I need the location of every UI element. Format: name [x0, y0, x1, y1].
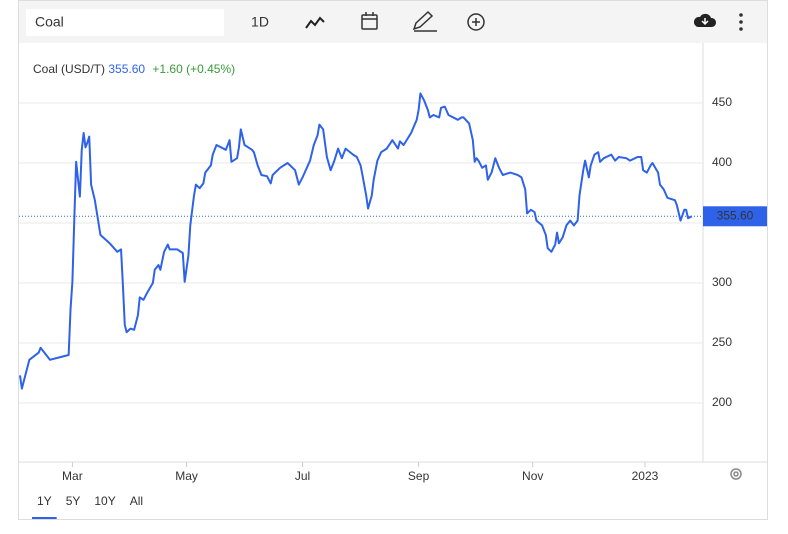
menu-icon[interactable]	[739, 13, 743, 31]
search-box[interactable]	[26, 9, 224, 36]
header-name: Coal (USD/T) 355.60 +1.60 (+0.45%)	[33, 62, 235, 76]
x-tick-label: May	[175, 469, 198, 483]
calendar-icon[interactable]	[361, 12, 378, 30]
x-tick-label: Nov	[522, 469, 543, 483]
y-tick-label: 450	[712, 95, 732, 109]
x-tick-label: Jul	[295, 469, 310, 483]
y-tick-label: 200	[712, 395, 732, 409]
range-button[interactable]: All	[130, 494, 143, 508]
x-tick-label: Mar	[62, 469, 83, 483]
search-text: Coal	[35, 14, 64, 30]
last-price-box	[703, 206, 767, 227]
draw-icon[interactable]	[412, 10, 437, 32]
compare-icon[interactable]	[467, 13, 485, 31]
y-tick-label: 250	[712, 335, 732, 349]
x-tick-label: Sep	[408, 469, 430, 483]
download-icon[interactable]	[693, 13, 717, 27]
range-button[interactable]: 5Y	[66, 494, 81, 508]
range-button[interactable]: 1Y	[37, 494, 52, 508]
y-tick-label: 300	[712, 275, 732, 289]
y-tick-label: 400	[712, 155, 732, 169]
chart-type-icon[interactable]	[305, 16, 325, 29]
price-line	[19, 92, 693, 390]
range-button[interactable]: 10Y	[94, 494, 115, 508]
interval-button[interactable]: 1D	[251, 14, 269, 30]
settings-icon[interactable]	[730, 468, 742, 480]
frame	[18, 0, 768, 520]
x-tick-label: 2023	[632, 469, 659, 483]
last-price-label: 355.60	[717, 208, 754, 222]
